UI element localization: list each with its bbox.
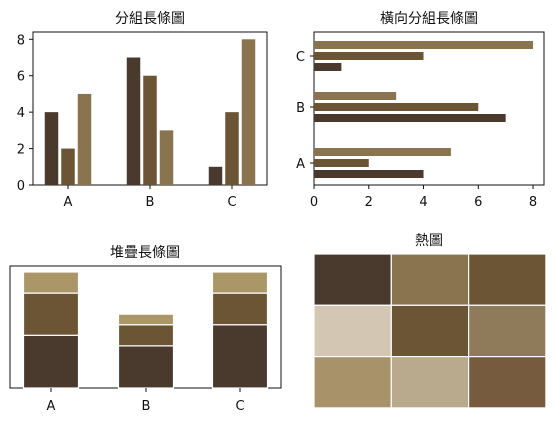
heatmap-title: 熱圖 bbox=[415, 233, 443, 249]
grouped-bar bbox=[44, 112, 59, 185]
y-tick-label: A bbox=[296, 157, 305, 172]
horizontal-bar bbox=[314, 41, 534, 49]
heatmap-cell bbox=[313, 356, 392, 409]
x-tick-label: 0 bbox=[310, 195, 318, 210]
heatmap: 熱圖 bbox=[313, 233, 547, 409]
heatmap-cell bbox=[313, 253, 392, 306]
y-tick-label: 8 bbox=[17, 33, 25, 48]
y-tick-label: B bbox=[296, 101, 305, 116]
stacked-segment bbox=[22, 271, 80, 294]
grouped-bar bbox=[208, 166, 223, 185]
heatmap-cell bbox=[390, 356, 470, 409]
x-tick-label: B bbox=[146, 195, 155, 210]
horizontal-bar bbox=[314, 63, 342, 71]
x-tick-label: 2 bbox=[365, 195, 373, 210]
grouped-bar-chart: 分組長條圖 0 2 4 6 8 A B C bbox=[17, 11, 268, 210]
y-tick-label: 2 bbox=[17, 143, 25, 158]
heatmap-cell bbox=[468, 253, 547, 306]
horizontal-bar bbox=[314, 170, 424, 178]
stacked-segment bbox=[117, 313, 175, 326]
stacked-segment bbox=[117, 345, 175, 389]
grouped-bar bbox=[126, 57, 141, 185]
x-tick-label: C bbox=[227, 195, 236, 210]
heatmap-cell bbox=[468, 356, 547, 409]
horizontal-bar bbox=[314, 92, 397, 100]
x-tick-label: 8 bbox=[529, 195, 537, 210]
stacked-segment bbox=[22, 292, 80, 336]
horizontal-bar-title: 橫向分組長條圖 bbox=[380, 11, 478, 27]
grouped-bar bbox=[77, 93, 92, 185]
stacked-segment bbox=[211, 324, 269, 389]
x-tick-label: A bbox=[64, 195, 73, 210]
grouped-bar-title: 分組長條圖 bbox=[115, 11, 185, 27]
stacked-segment bbox=[22, 334, 80, 389]
x-tick-label: 6 bbox=[474, 195, 482, 210]
grouped-bar bbox=[225, 112, 239, 185]
x-tick-label: B bbox=[142, 399, 151, 414]
horizontal-bar bbox=[314, 103, 479, 111]
x-tick-label: C bbox=[235, 399, 244, 414]
x-tick-label: A bbox=[47, 399, 56, 414]
horizontal-bar bbox=[314, 114, 506, 122]
x-tick-label: 4 bbox=[419, 195, 427, 210]
y-tick-label: 6 bbox=[17, 70, 25, 85]
grouped-bar bbox=[61, 148, 75, 185]
y-tick-label: C bbox=[296, 50, 305, 65]
heatmap-cell bbox=[313, 304, 392, 358]
stacked-segment bbox=[117, 324, 175, 347]
stacked-bar-chart: 堆疊長條圖 A B C bbox=[9, 245, 282, 414]
y-tick-label: 0 bbox=[17, 179, 25, 194]
stacked-segment bbox=[211, 292, 269, 326]
horizontal-grouped-bar-chart: 橫向分組長條圖 A B C 0 2 4 6 8 bbox=[296, 11, 545, 210]
heatmap-cell bbox=[390, 253, 470, 306]
horizontal-bar bbox=[314, 52, 424, 60]
y-tick-label: 4 bbox=[17, 106, 25, 121]
grouped-bar bbox=[143, 75, 157, 185]
heatmap-cell bbox=[468, 304, 547, 358]
heatmap-cell bbox=[390, 304, 470, 358]
stacked-segment bbox=[211, 271, 269, 294]
grouped-bar bbox=[159, 130, 174, 185]
horizontal-bar bbox=[314, 159, 369, 167]
horizontal-bar bbox=[314, 148, 451, 156]
stacked-bar-title: 堆疊長條圖 bbox=[110, 245, 180, 261]
grouped-bar bbox=[241, 39, 256, 186]
